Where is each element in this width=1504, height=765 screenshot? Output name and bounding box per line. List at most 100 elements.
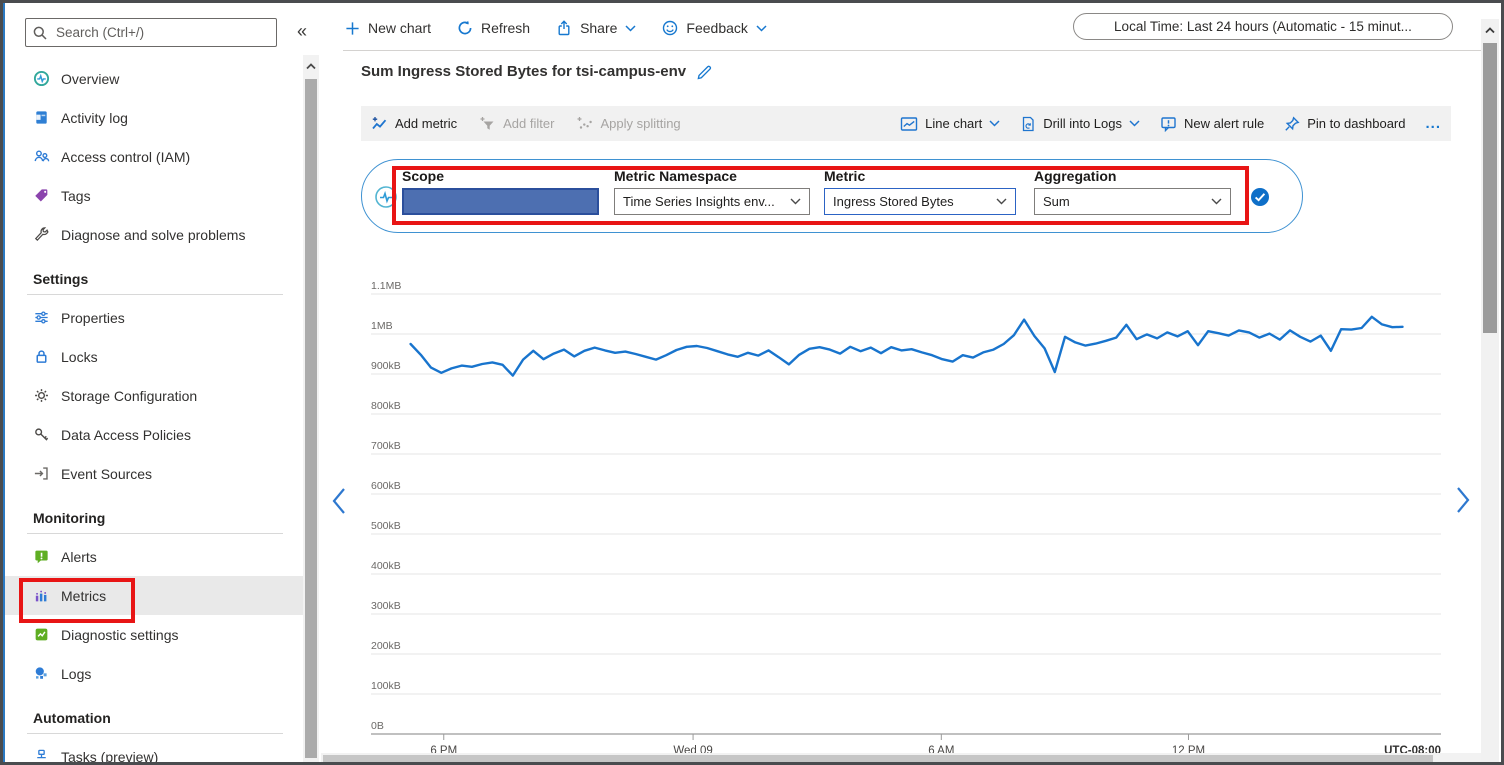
sidebar-scrollbar-thumb[interactable] <box>305 79 317 758</box>
metric-namespace-field: Metric Namespace Time Series Insights en… <box>614 168 810 215</box>
sidebar-item-tasks-preview[interactable]: Tasks (preview) <box>5 737 303 762</box>
metric-dropdown[interactable]: Ingress Stored Bytes <box>824 188 1016 215</box>
access-control-icon <box>33 148 50 165</box>
tsi-environment-icon <box>374 185 398 209</box>
scope-field: Scope <box>402 168 599 215</box>
chevron-up-icon <box>1485 26 1495 33</box>
chevron-down-icon <box>1129 120 1140 127</box>
chart-scroll-left-button[interactable] <box>331 487 347 520</box>
chevron-down-icon <box>625 24 636 32</box>
window-left-accent <box>3 3 5 762</box>
sidebar-item-metrics[interactable]: Metrics <box>5 576 303 615</box>
sidebar-item-locks[interactable]: Locks <box>5 337 303 376</box>
chart-title: Sum Ingress Stored Bytes for tsi-campus-… <box>361 63 687 80</box>
chart-type-dropdown[interactable]: Line chart <box>900 116 1000 132</box>
sidebar-item-label: Alerts <box>61 548 97 565</box>
metric-namespace-dropdown[interactable]: Time Series Insights env... <box>614 188 810 215</box>
chevron-down-icon <box>989 120 1000 127</box>
main-scrollbar-thumb[interactable] <box>1483 43 1497 333</box>
svg-text:500kB: 500kB <box>371 520 401 532</box>
lock-icon <box>33 348 50 365</box>
svg-text:600kB: 600kB <box>371 480 401 492</box>
sidebar-item-logs[interactable]: Logs <box>5 654 303 693</box>
pin-to-dashboard-button[interactable]: Pin to dashboard <box>1284 115 1405 132</box>
sidebar-collapse-button[interactable]: « <box>296 20 307 41</box>
new-chart-button[interactable]: New chart <box>345 20 431 36</box>
time-range-picker[interactable]: Local Time: Last 24 hours (Automatic - 1… <box>1073 13 1453 40</box>
chart-header: Sum Ingress Stored Bytes for tsi-campus-… <box>361 63 713 80</box>
sidebar-scroll-up-button[interactable] <box>303 55 319 77</box>
divider <box>27 533 283 534</box>
command-bar: New chart Refresh Share Feedback <box>345 11 767 45</box>
pin-icon <box>1284 115 1300 132</box>
diagnostic-settings-icon <box>33 626 50 643</box>
sidebar-item-activity-log[interactable]: Activity log <box>5 98 303 137</box>
sidebar-item-properties[interactable]: Properties <box>5 298 303 337</box>
feedback-button[interactable]: Feedback <box>662 20 767 36</box>
chart-toolbar-right: Line chart Drill into Logs New alert rul… <box>900 115 1441 132</box>
sidebar-search[interactable] <box>25 18 277 47</box>
horizontal-scrollbar-thumb[interactable] <box>323 755 1433 762</box>
resource-menu-sidebar: Overview Activity log Access control (IA… <box>5 3 303 762</box>
sidebar-item-label: Metrics <box>61 587 107 604</box>
line-chart-icon <box>900 116 918 132</box>
scope-label: Scope <box>402 168 445 184</box>
chart-scroll-right-button[interactable] <box>1455 486 1471 519</box>
chevron-down-icon <box>756 24 767 32</box>
aggregation-dropdown[interactable]: Sum <box>1034 188 1231 215</box>
search-input[interactable] <box>54 24 270 41</box>
sidebar-item-storage-configuration[interactable]: Storage Configuration <box>5 376 303 415</box>
horizontal-scrollbar[interactable] <box>321 753 1481 762</box>
svg-text:400kB: 400kB <box>371 560 401 572</box>
main-scrollbar[interactable] <box>1481 19 1499 762</box>
apply-splitting-button[interactable]: Apply splitting <box>576 116 681 131</box>
chevron-down-icon <box>790 198 801 205</box>
divider <box>343 50 1481 51</box>
key-icon <box>33 426 50 443</box>
sidebar-item-tags[interactable]: Tags <box>5 176 303 215</box>
drill-into-logs-dropdown[interactable]: Drill into Logs <box>1020 116 1140 132</box>
svg-text:0B: 0B <box>371 720 384 732</box>
sidebar-item-event-sources[interactable]: Event Sources <box>5 454 303 493</box>
metric-namespace-label: Metric Namespace <box>614 168 737 184</box>
sidebar-item-label: Logs <box>61 665 92 682</box>
sidebar-item-label: Tags <box>61 187 91 204</box>
scope-value-redacted[interactable] <box>402 188 599 215</box>
metric-selector: Scope Metric Namespace Time Series Insig… <box>361 159 1303 233</box>
sidebar-item-overview[interactable]: Overview <box>5 59 303 98</box>
aggregation-label: Aggregation <box>1034 168 1117 184</box>
sidebar-item-diagnose[interactable]: Diagnose and solve problems <box>5 215 303 254</box>
sidebar-item-diagnostic-settings[interactable]: Diagnostic settings <box>5 615 303 654</box>
sidebar-item-access-control[interactable]: Access control (IAM) <box>5 137 303 176</box>
share-button[interactable]: Share <box>556 20 636 36</box>
gear-icon <box>33 387 50 404</box>
chart-toolbar: Add metric Add filter Apply splitting Li… <box>361 106 1451 141</box>
refresh-icon <box>457 20 473 36</box>
svg-text:1.1MB: 1.1MB <box>371 280 401 292</box>
sidebar-item-data-access-policies[interactable]: Data Access Policies <box>5 415 303 454</box>
sidebar-scrollbar[interactable] <box>303 55 319 762</box>
new-alert-rule-icon <box>1160 116 1177 132</box>
tag-icon <box>33 187 50 204</box>
metrics-bars-icon <box>33 587 50 604</box>
new-alert-rule-button[interactable]: New alert rule <box>1160 116 1264 132</box>
sidebar-item-alerts[interactable]: Alerts <box>5 537 303 576</box>
svg-text:1MB: 1MB <box>371 320 393 332</box>
metric-valid-check-icon <box>1250 187 1270 207</box>
divider <box>27 733 283 734</box>
sidebar-item-label: Locks <box>61 348 98 365</box>
add-metric-button[interactable]: Add metric <box>371 116 457 131</box>
edit-pencil-icon[interactable] <box>696 63 713 80</box>
more-commands-button[interactable]: ... <box>1425 115 1441 132</box>
refresh-button[interactable]: Refresh <box>457 20 530 36</box>
add-metric-icon <box>371 116 388 131</box>
metrics-chart: 0B 100kB 200kB 300kB 400kB 500kB 600kB 700kB 800… <box>371 280 1441 757</box>
svg-text:200kB: 200kB <box>371 640 401 652</box>
drill-into-logs-icon <box>1020 116 1036 132</box>
metric-label: Metric <box>824 168 866 184</box>
chevron-down-icon <box>1211 198 1222 205</box>
sidebar-item-label: Activity log <box>61 109 128 126</box>
add-filter-button[interactable]: Add filter <box>479 116 554 131</box>
main-scroll-up-button[interactable] <box>1481 19 1499 41</box>
metric-field: Metric Ingress Stored Bytes <box>824 168 1016 215</box>
